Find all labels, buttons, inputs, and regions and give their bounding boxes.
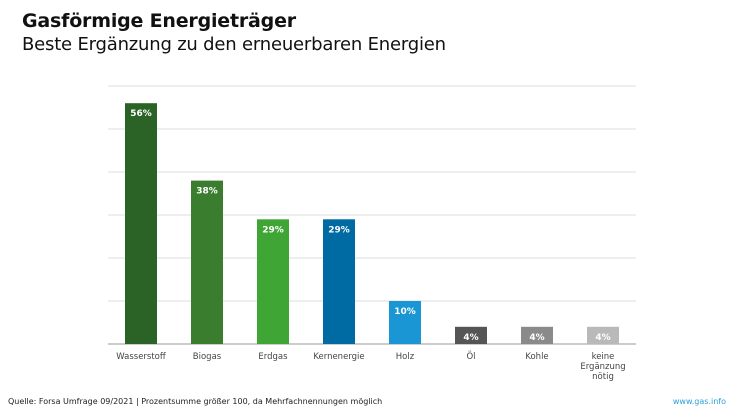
category-label: keine [592, 352, 615, 362]
category-label: Biogas [193, 352, 222, 362]
bar-7 [587, 326, 619, 344]
data-label: 4% [595, 333, 610, 343]
data-label: 4% [529, 333, 544, 343]
source-note: Quelle: Forsa Umfrage 09/2021 | Prozents… [8, 397, 383, 406]
category-label: Erdgas [258, 352, 288, 362]
bar-0 [125, 103, 157, 344]
data-label: 29% [328, 225, 350, 235]
category-label: Kohle [525, 352, 548, 362]
category-label: Holz [396, 352, 415, 362]
category-label: Ergänzung [580, 362, 625, 372]
bar-5 [455, 326, 487, 344]
bar-6 [521, 326, 553, 344]
category-label: Öl [466, 351, 475, 362]
category-label: Kernenergie [313, 352, 364, 362]
bar-1 [191, 180, 223, 344]
bar-4 [389, 301, 421, 344]
chart-title: Gasförmige Energieträger [22, 10, 296, 32]
category-label: Wasserstoff [116, 352, 167, 362]
data-label: 56% [130, 109, 152, 119]
bar-2 [257, 219, 289, 344]
data-label: 38% [196, 187, 218, 197]
bar-3 [323, 219, 355, 344]
chart-subtitle: Beste Ergänzung zu den erneuerbaren Ener… [22, 34, 446, 55]
data-label: 10% [394, 307, 416, 317]
data-label: 29% [262, 225, 284, 235]
data-label: 4% [463, 333, 478, 343]
category-label: nötig [592, 372, 614, 382]
brand-link[interactable]: www.gas.info [672, 397, 726, 406]
